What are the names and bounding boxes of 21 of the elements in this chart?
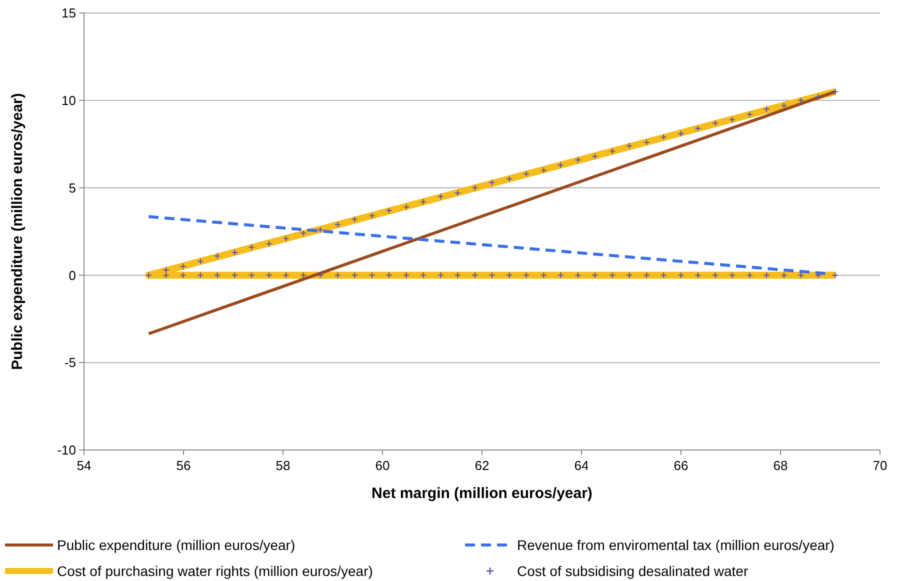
x-tick-label: 54 — [76, 458, 92, 473]
legend-label: Cost of purchasing water rights (million euros/year) — [57, 562, 373, 579]
y-tick-label: 15 — [62, 6, 76, 21]
legend-label: Public expenditure (million euros/year) — [57, 536, 296, 553]
x-tick-label: 68 — [773, 458, 788, 473]
x-tick-label: 70 — [872, 458, 888, 473]
x-tick-label: 56 — [176, 458, 191, 473]
x-tick-label: 62 — [474, 458, 490, 473]
y-tick-label: 10 — [62, 92, 76, 108]
x-tick-label: 66 — [674, 458, 688, 473]
y-axis-title: Public expenditure (million euros/year) — [9, 93, 26, 370]
legend-label: Cost of subsidising desalinated water — [517, 562, 748, 579]
x-tick-label: 64 — [574, 458, 589, 473]
x-axis-title: Net margin (million euros/year) — [372, 485, 592, 502]
y-tick-label: 5 — [68, 180, 76, 196]
y-tick-label: -5 — [64, 355, 76, 370]
x-tick-label: 58 — [276, 458, 290, 473]
y-tick-label: 0 — [68, 268, 76, 283]
x-tick-label: 60 — [375, 458, 390, 473]
legend-label: Revenue from enviromental tax (million euros/year) — [517, 536, 834, 553]
y-tick-label: -10 — [57, 442, 76, 458]
